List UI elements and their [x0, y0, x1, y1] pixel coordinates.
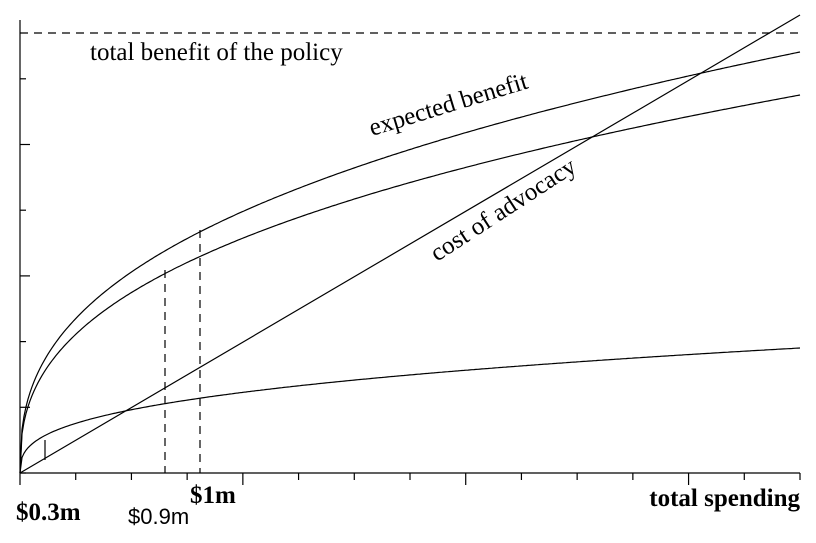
benefit-curve: [19, 94, 801, 474]
low-curve: [19, 347, 801, 474]
x-label: $0.3m: [16, 499, 81, 526]
curve-label: expected benefit: [366, 68, 531, 142]
cost-line: [19, 14, 801, 474]
ticks: [19, 78, 801, 485]
curve-label: cost of advocacy: [426, 153, 582, 267]
expected-benefit-curve: [19, 51, 801, 474]
x-label: total spending: [649, 485, 800, 512]
x-label: $1m: [190, 482, 236, 509]
x-label: $0.9m: [128, 504, 189, 529]
title: total benefit of the policy: [90, 39, 343, 66]
